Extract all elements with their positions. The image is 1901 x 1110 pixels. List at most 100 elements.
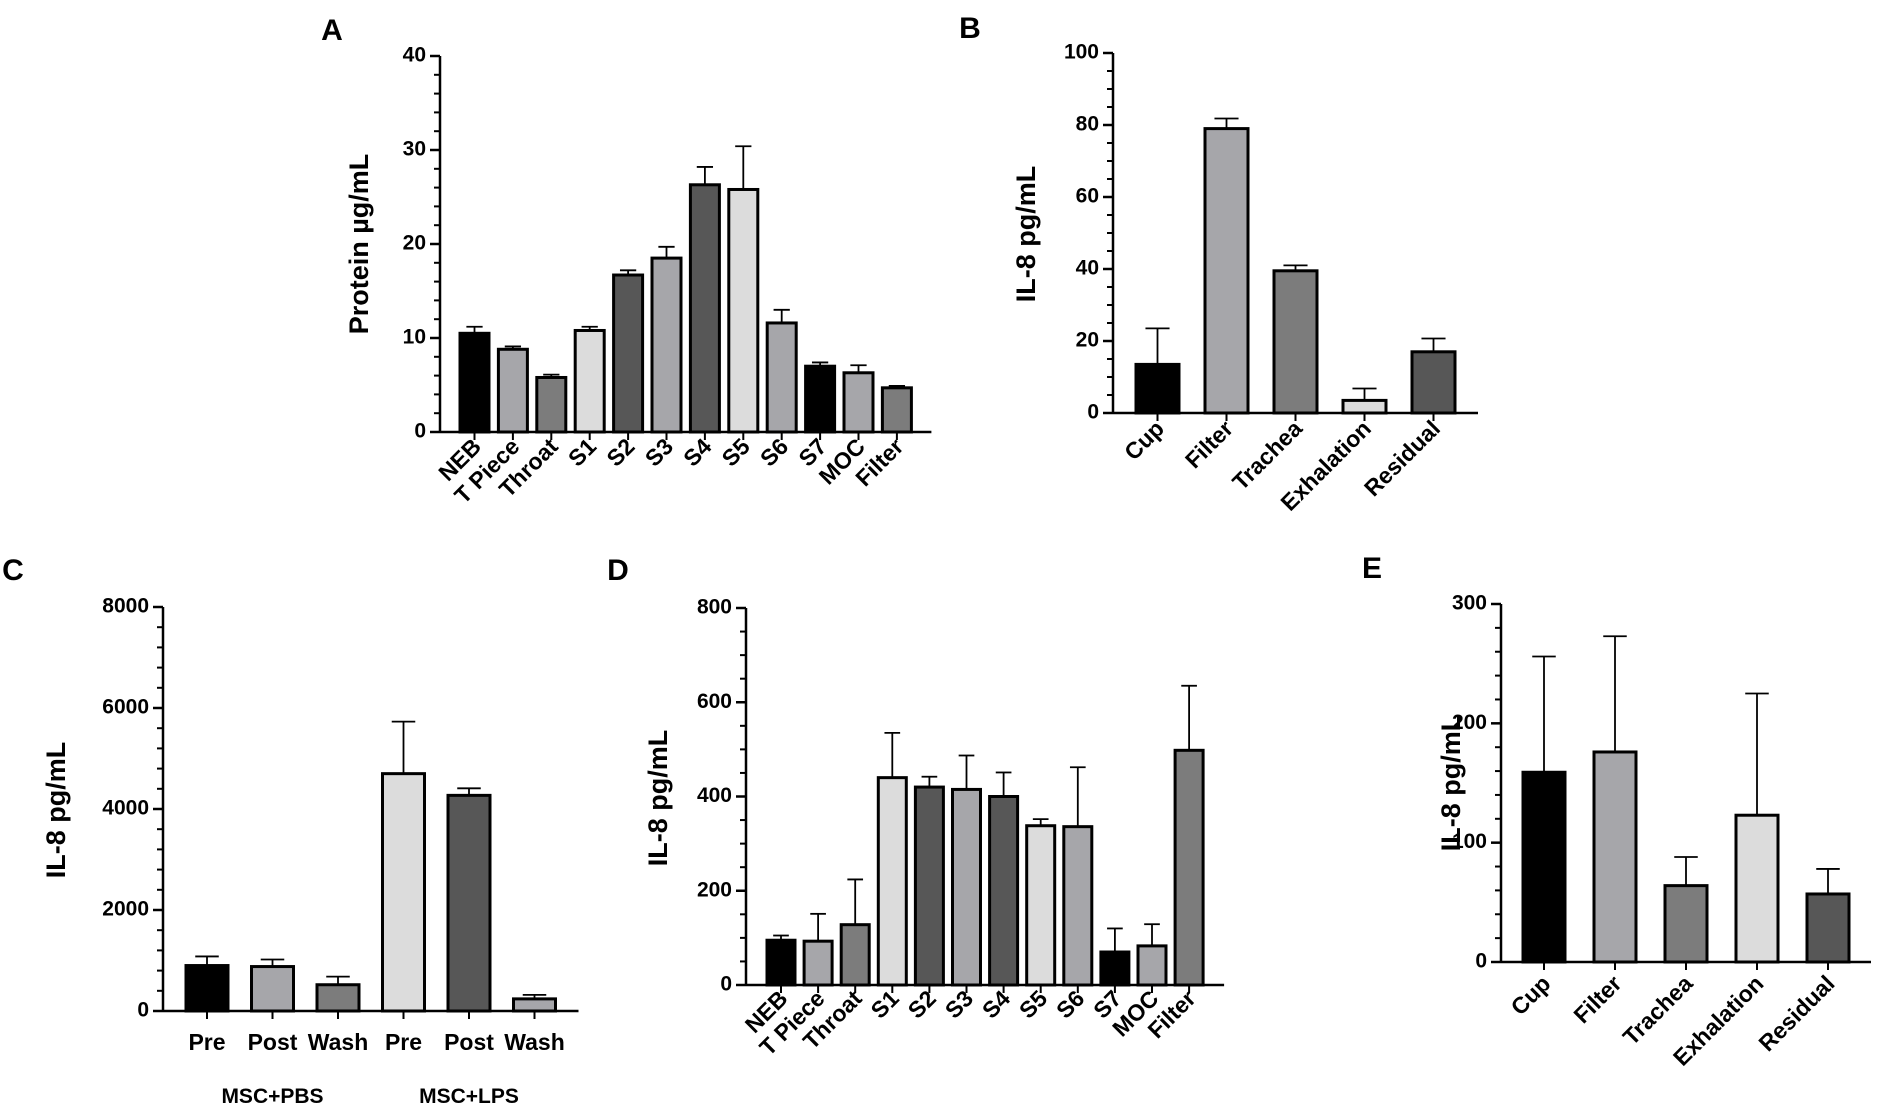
bar — [535, 375, 568, 434]
bar — [876, 776, 908, 987]
bar — [951, 787, 982, 987]
bar — [458, 331, 491, 434]
panel-letter: A — [321, 14, 343, 47]
x-category-label: Post — [444, 1029, 494, 1055]
bar — [913, 785, 945, 987]
bar — [727, 187, 760, 434]
y-tick-label: 60 — [1076, 185, 1099, 208]
panel-c: C IL-8 pg/mL 0 2000 4000 6000 8000 Pre Post Wash P… — [2, 554, 579, 1108]
y-tick-label: 80 — [1076, 113, 1099, 136]
bar — [1272, 269, 1319, 415]
bar — [381, 772, 426, 1013]
bar — [839, 923, 871, 987]
x-category-label: S6 — [755, 433, 793, 471]
bar — [1173, 748, 1205, 987]
bar — [612, 273, 645, 434]
x-category-label: Pre — [188, 1029, 225, 1055]
x-category-label: S5 — [1014, 985, 1052, 1023]
y-tick-label: 4000 — [102, 797, 149, 820]
bar — [988, 795, 1020, 987]
y-tick-label: 200 — [697, 878, 732, 901]
x-category-label: Residual — [1359, 415, 1445, 501]
y-axis-title: IL-8 pg/mL — [1011, 166, 1041, 303]
x-category-label: Cup — [1119, 415, 1169, 465]
x-category-label: S6 — [1051, 985, 1089, 1023]
x-category-label: S4 — [678, 433, 716, 471]
bar — [573, 328, 606, 434]
bar — [765, 938, 797, 987]
y-tick-label: 100 — [1452, 830, 1487, 853]
x-category-label: S4 — [977, 985, 1015, 1023]
y-tick-label: 0 — [414, 420, 426, 443]
y-tick-label: 40 — [1076, 257, 1099, 280]
y-tick-label: 100 — [1064, 41, 1099, 64]
x-category-label: S2 — [601, 433, 639, 471]
x-category-label: Wash — [504, 1029, 565, 1055]
y-tick-label: 20 — [403, 232, 426, 255]
y-tick-label: 300 — [1452, 592, 1487, 615]
y-axis-title: IL-8 pg/mL — [41, 742, 71, 879]
panel-letter: E — [1362, 552, 1382, 585]
y-tick-label: 20 — [1076, 329, 1099, 352]
bar — [688, 183, 721, 434]
x-category-label: Wash — [308, 1029, 369, 1055]
bar — [1805, 892, 1851, 964]
bar — [446, 793, 492, 1013]
bar — [184, 964, 230, 1013]
x-category-label: S3 — [640, 433, 678, 471]
y-tick-label: 0 — [720, 973, 732, 996]
bar — [1734, 813, 1780, 964]
bar — [765, 321, 798, 434]
bar — [1099, 950, 1131, 987]
x-category-label: Filter — [1568, 970, 1626, 1028]
bar — [842, 371, 875, 434]
x-category-label: Filter — [1180, 415, 1238, 473]
bar — [1203, 127, 1250, 415]
y-axis-title: IL-8 pg/mL — [1436, 715, 1466, 852]
group-label: MSC+LPS — [419, 1085, 519, 1108]
y-tick-label: 0 — [1475, 950, 1487, 973]
y-axis-title: IL-8 pg/mL — [643, 730, 673, 867]
bar — [1410, 350, 1457, 415]
x-category-label: S5 — [717, 433, 755, 471]
x-category-label: Residual — [1753, 970, 1839, 1056]
y-tick-label: 30 — [403, 138, 426, 161]
bar — [804, 364, 837, 434]
y-tick-label: 800 — [697, 596, 732, 619]
y-tick-label: 200 — [1452, 711, 1487, 734]
bar — [1136, 944, 1168, 987]
panel-letter: C — [2, 554, 24, 587]
y-tick-label: 400 — [697, 784, 732, 807]
bar — [315, 983, 361, 1013]
panel-letter: D — [607, 554, 629, 587]
group-label: MSC+PBS — [221, 1085, 323, 1108]
bar — [1663, 884, 1709, 964]
bar — [650, 256, 683, 434]
bar — [1134, 362, 1181, 415]
y-tick-label: 10 — [403, 326, 426, 349]
panel-letter: B — [959, 12, 981, 45]
bar — [250, 965, 295, 1013]
bar — [512, 997, 557, 1013]
y-axis-title: Protein µg/mL — [344, 154, 374, 335]
bar — [880, 386, 913, 434]
bar — [1341, 398, 1388, 415]
y-tick-label: 40 — [403, 44, 426, 67]
x-category-label: Post — [248, 1029, 298, 1055]
x-category-label: S2 — [903, 985, 941, 1023]
bar — [1521, 770, 1567, 964]
x-category-label: Cup — [1506, 970, 1556, 1020]
bar — [802, 939, 834, 987]
y-tick-label: 600 — [697, 690, 732, 713]
y-tick-label: 0 — [1087, 401, 1099, 424]
bar — [1592, 750, 1638, 964]
y-tick-label: 6000 — [102, 696, 149, 719]
x-category-label: S3 — [940, 985, 978, 1023]
bar — [1025, 824, 1057, 987]
x-category-label: Pre — [385, 1029, 422, 1055]
